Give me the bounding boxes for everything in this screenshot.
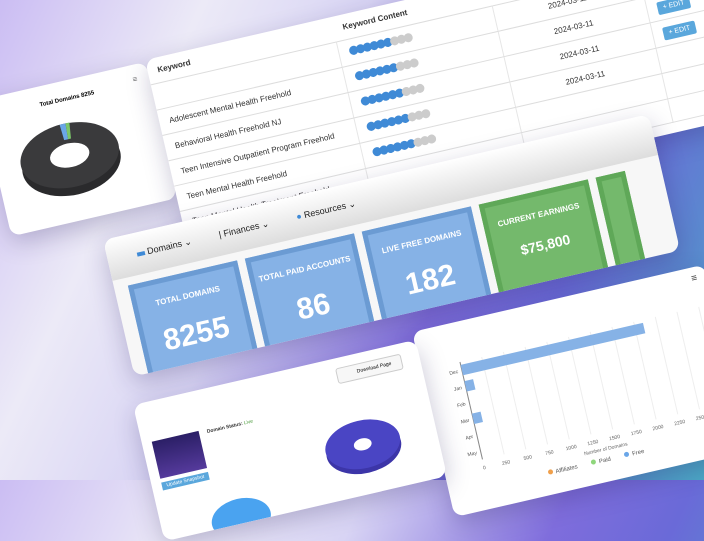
domains-bar-chart-card: ≡ 0 250 500 750 1000 1250 1500 1750 2000 2250 2500… <box>412 264 704 518</box>
donut-hole <box>50 142 90 168</box>
stat-label: TOTAL PAID ACCOUNTS <box>257 253 352 284</box>
y-axis <box>459 361 483 460</box>
donut-chart <box>20 122 121 197</box>
x-tick-label: 750 <box>545 449 555 457</box>
y-tick-label: May <box>467 450 478 458</box>
gridline <box>633 321 657 420</box>
x-tick-label: 2250 <box>674 419 686 427</box>
x-tick-label: 1000 <box>565 444 577 452</box>
menu-icon[interactable]: ≡ <box>131 74 139 85</box>
x-tick-label: 2500 <box>695 414 704 422</box>
x-tick-label: 250 <box>501 459 511 467</box>
y-tick-label: Apr <box>465 434 474 442</box>
x-tick-label: 1500 <box>609 434 621 442</box>
stat-label: TOTAL DOMAINS <box>154 284 221 308</box>
edit-button[interactable]: + EDIT <box>655 0 692 16</box>
x-tick-label: 1750 <box>630 429 642 437</box>
gridline <box>654 316 679 415</box>
x-tick-label: 2000 <box>652 424 664 432</box>
nav-finances[interactable]: | Finances ⌄ <box>217 217 270 240</box>
bar-chart: 0250500750100012501500175020002250250027… <box>449 306 704 472</box>
y-tick-label: Jan <box>453 385 462 393</box>
gridline <box>567 336 592 435</box>
bar-jan <box>464 379 476 392</box>
gridline <box>502 351 527 450</box>
stat-value: 8255 <box>160 310 233 358</box>
stat-label: CURRENT EARNINGS <box>496 201 581 229</box>
nav-resources[interactable]: ● Resources ⌄ <box>295 197 357 222</box>
domain-details-card: Download Page Update Snapshot Domain Sta… <box>133 339 448 541</box>
stat-label: LIVE FREE DOMAINS <box>380 228 463 256</box>
legend-item[interactable]: Affiliates <box>547 463 578 477</box>
edit-button[interactable]: + EDIT <box>661 20 698 41</box>
stat-value: 86 <box>293 287 334 327</box>
legend-item[interactable]: Free <box>623 448 645 459</box>
x-tick-label: 0 <box>482 465 486 472</box>
gridline <box>698 306 704 405</box>
stat-value: 182 <box>402 258 459 302</box>
donut-slice-paid <box>65 122 71 140</box>
legend-item[interactable]: Paid <box>590 456 612 467</box>
gridline <box>546 341 570 440</box>
x-tick-label: 500 <box>523 454 533 462</box>
stat-tile-partial <box>595 170 651 287</box>
bar-mar <box>471 411 483 425</box>
gridline <box>524 346 549 445</box>
stat-value: $75,800 <box>518 231 572 259</box>
stat-tile: TOTAL DOMAINS 8255 <box>127 260 263 377</box>
total-domains-pie-card: Total Domains 8255 ≡ <box>0 61 178 237</box>
gridline <box>589 331 614 430</box>
nav-domains[interactable]: Domains ⌄ <box>136 236 193 259</box>
bar-dec <box>460 322 646 376</box>
donut-slice-free <box>59 123 69 141</box>
y-tick-label: Feb <box>457 401 467 409</box>
gridline <box>481 356 505 455</box>
gridline <box>676 311 700 410</box>
y-tick-label: Dec <box>449 369 460 377</box>
y-tick-label: Mar <box>460 418 470 426</box>
domain-donut <box>211 419 402 540</box>
gridline <box>611 326 635 425</box>
x-tick-label: 1250 <box>587 439 599 447</box>
stat-tile: TOTAL PAID ACCOUNTS 86 <box>244 233 380 368</box>
